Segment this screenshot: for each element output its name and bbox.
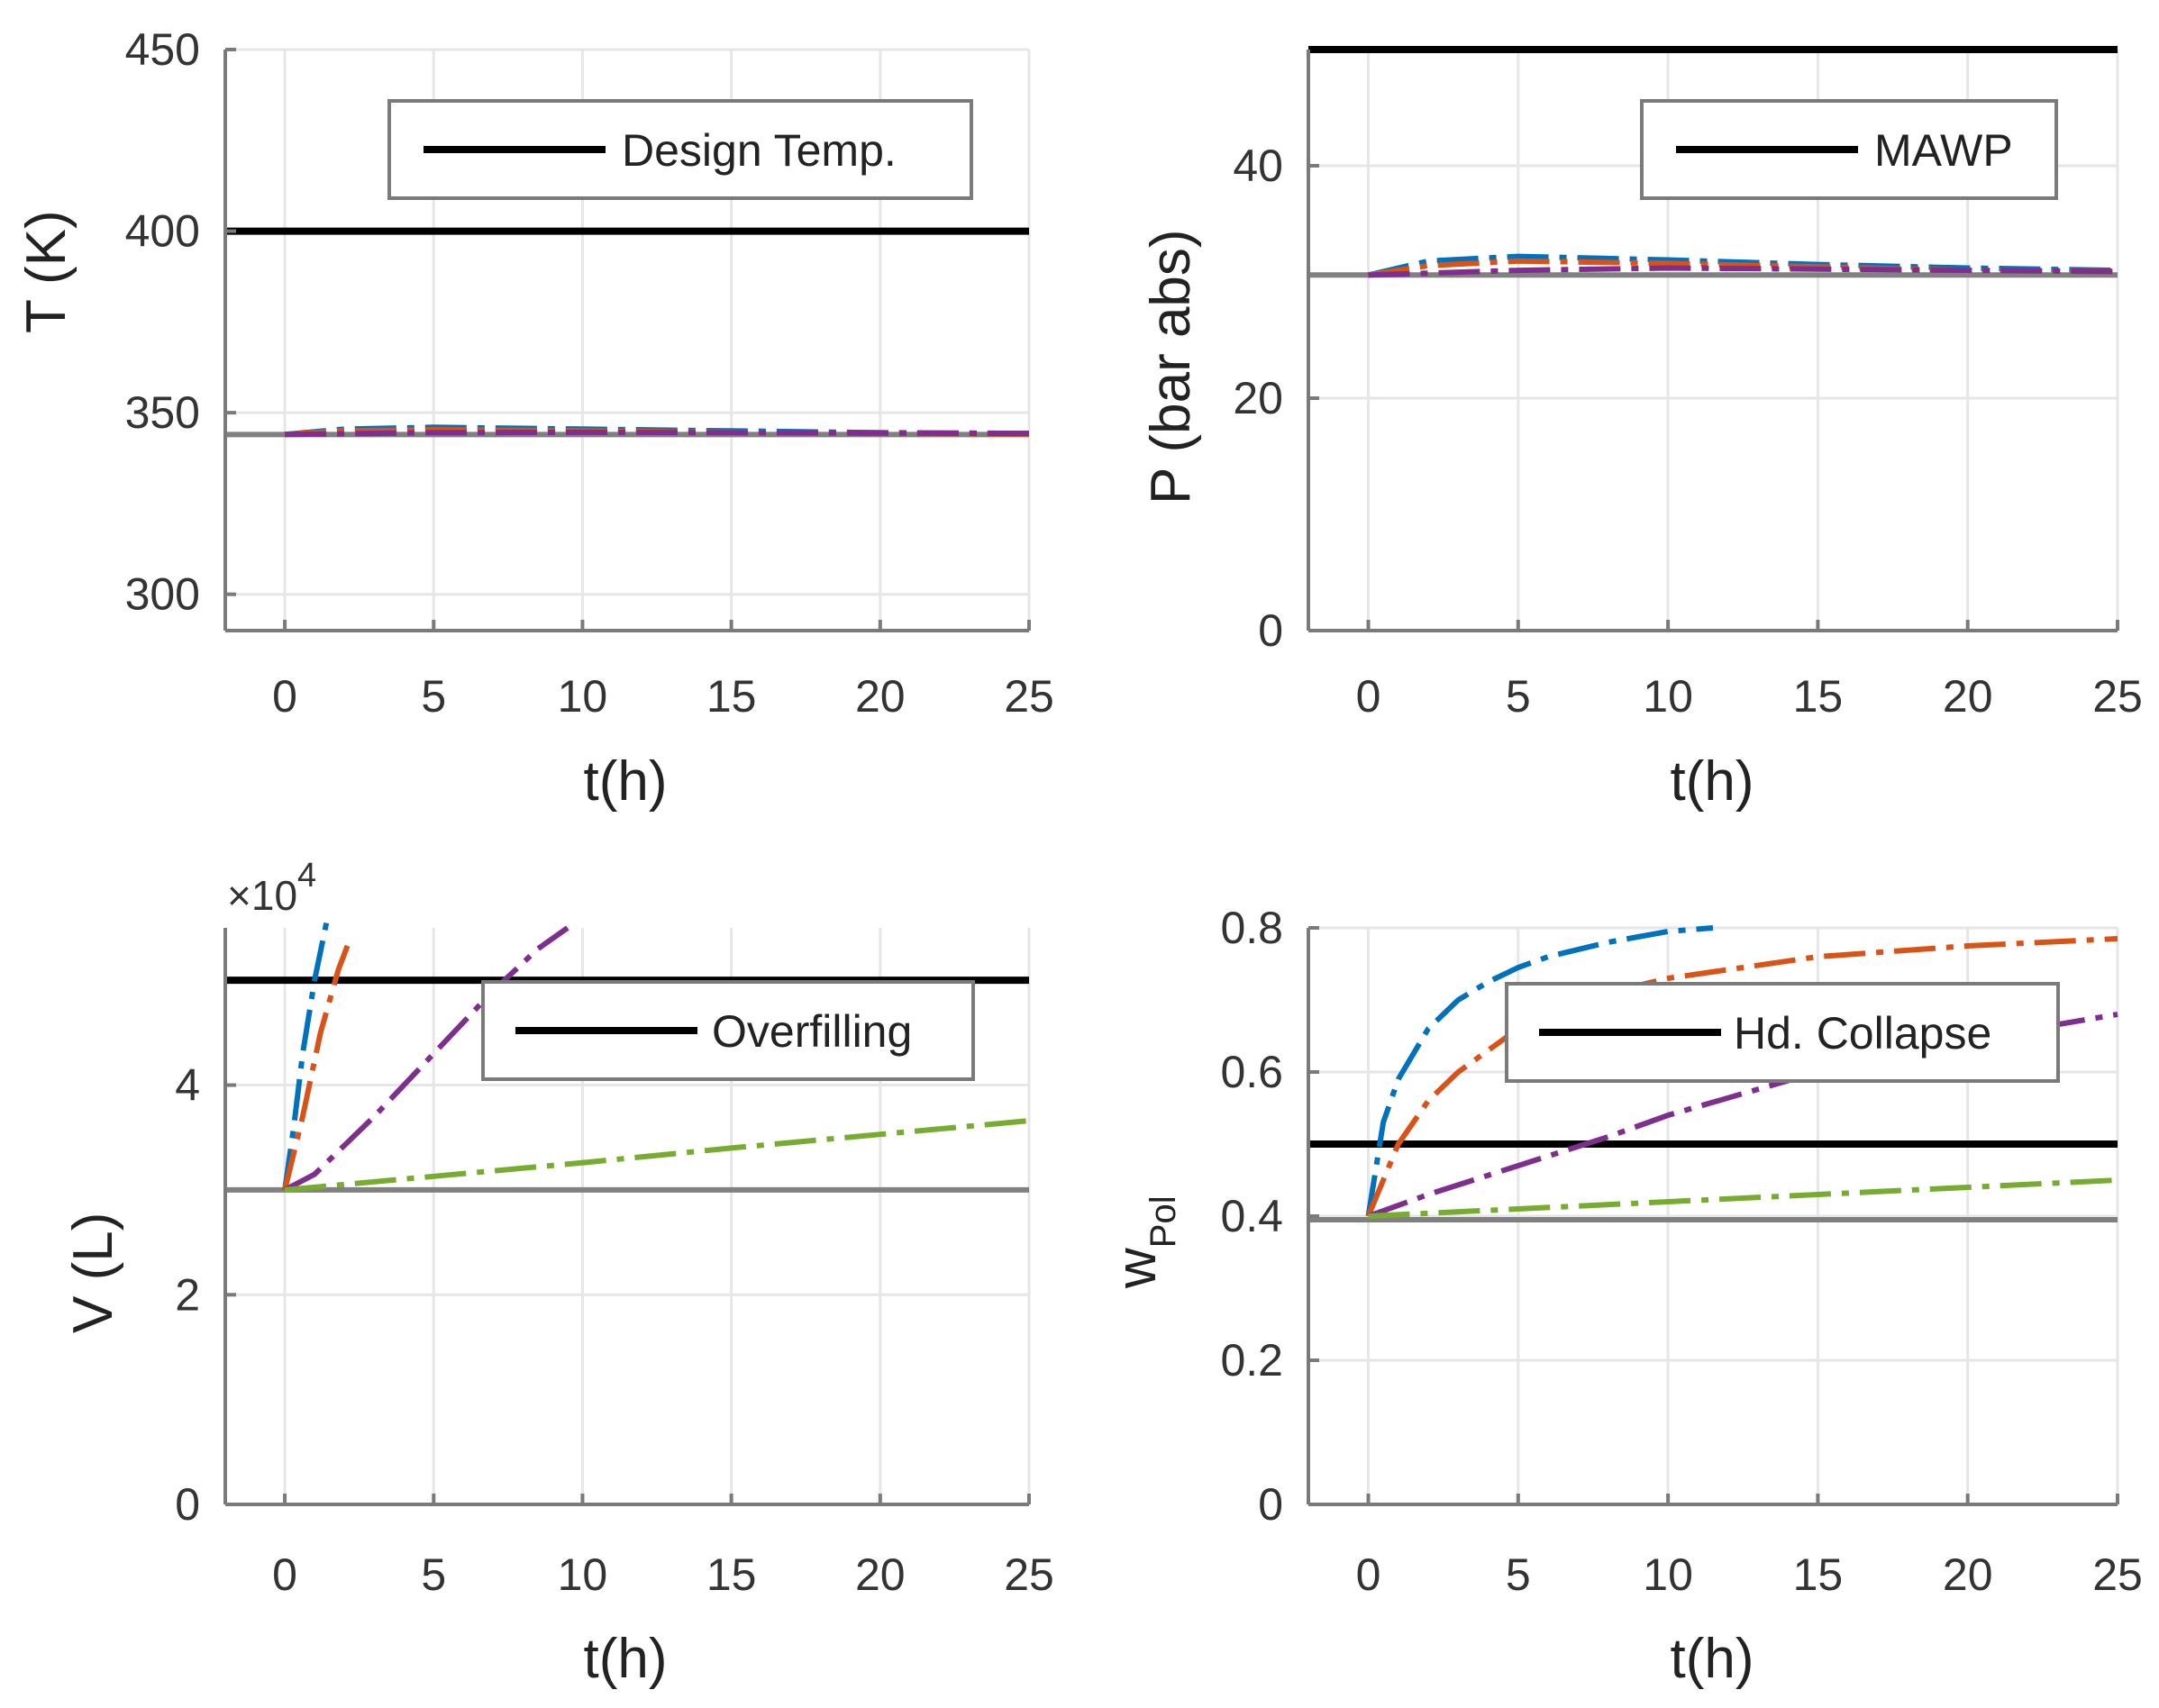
volume-xtick-label-4: 20: [855, 1549, 906, 1600]
volume-series-green: [284, 1118, 1030, 1193]
temperature-xlabel: t(h): [584, 750, 668, 813]
polymer-fraction-legend: Hd. Collapse: [1505, 982, 2060, 1083]
pressure-xtick-label-2: 10: [1643, 671, 1693, 722]
pressure-ytick-label-2: 40: [1233, 141, 1283, 191]
polymer-fraction-xtick-label-2: 10: [1643, 1549, 1693, 1600]
pressure-xtick-label-3: 15: [1793, 671, 1844, 722]
volume-multiplier-exponent: 4: [297, 857, 316, 895]
polymer-fraction-xtick-label-3: 15: [1793, 1549, 1844, 1600]
pressure-plot: 0 5 10 15 20 25 0 20 40 MAWP P (bar abs) t(h): [1140, 46, 2143, 813]
volume-series-blue: [282, 922, 330, 1191]
temperature-ytick-label-2: 400: [125, 206, 200, 257]
volume-ytick-label-0: 0: [175, 1479, 200, 1530]
pressure-legend: MAWP: [1640, 99, 2058, 200]
polymer-fraction-ylabel-main: w: [1106, 1248, 1168, 1289]
temperature-xtick-label-4: 20: [855, 671, 906, 722]
polymer-fraction-xtick-label-5: 25: [2092, 1549, 2143, 1600]
volume-series-purple: [283, 925, 569, 1193]
volume-multiplier-base: ×10: [227, 872, 297, 919]
temperature-xtick-label-1: 5: [421, 671, 446, 722]
pressure-xtick-label-0: 0: [1356, 671, 1381, 722]
pressure-ytick-label-0: 0: [1258, 605, 1283, 656]
temperature-ylabel: T (K): [15, 210, 77, 333]
polymer-fraction-xtick-label-1: 5: [1506, 1549, 1531, 1600]
pressure-legend-label: MAWP: [1874, 125, 2013, 176]
volume-legend-label: Overfilling: [712, 1006, 912, 1057]
volume-xlabel: t(h): [584, 1628, 668, 1690]
temperature-legend: Design Temp.: [387, 99, 973, 200]
polymer-fraction-ytick-label-1: 0.2: [1220, 1335, 1283, 1385]
temperature-plot: 0 5 10 15 20 25 300 350 400 450 Design Temp. T (K…: [15, 24, 1054, 813]
pressure-xlabel: t(h): [1671, 750, 1754, 813]
polymer-fraction-ylabel-sub: Pol: [1143, 1195, 1183, 1248]
temperature-xtick-label-0: 0: [272, 671, 297, 722]
volume-ytick-label-2: 4: [175, 1060, 200, 1111]
volume-multiplier: ×104: [227, 857, 316, 919]
polymer-fraction-xtick-label-4: 20: [1943, 1549, 1993, 1600]
volume-xtick-label-2: 10: [558, 1549, 608, 1600]
volume-ylabel: V (L): [62, 1213, 124, 1333]
temperature-xtick-label-5: 25: [1004, 671, 1054, 722]
pressure-ylabel: P (bar abs): [1140, 229, 1202, 504]
temperature-series-purple: [285, 429, 1030, 438]
polymer-fraction-legend-label: Hd. Collapse: [1734, 1008, 1991, 1058]
temperature-ytick-label-1: 350: [125, 387, 200, 438]
volume-xtick-label-0: 0: [272, 1549, 297, 1600]
volume-xtick-label-5: 25: [1004, 1549, 1054, 1600]
polymer-fraction-ylabel: wPol: [1106, 1195, 1183, 1289]
temperature-ytick-label-3: 450: [125, 24, 200, 75]
volume-xtick-label-1: 5: [421, 1549, 446, 1600]
polymer-fraction-xtick-label-0: 0: [1356, 1549, 1381, 1600]
volume-ytick-label-1: 2: [175, 1269, 200, 1320]
polymer-fraction-ytick-label-3: 0.6: [1220, 1047, 1283, 1097]
temperature-ytick-label-0: 300: [125, 569, 200, 620]
temperature-legend-label: Design Temp.: [622, 125, 897, 176]
volume-series-orange: [282, 937, 353, 1191]
polymer-fraction-ytick-label-4: 0.8: [1220, 903, 1283, 953]
polymer-fraction-series-green: [1368, 1177, 2118, 1219]
temperature-xtick-label-3: 15: [706, 671, 757, 722]
polymer-fraction-xlabel: t(h): [1671, 1628, 1754, 1690]
volume-xtick-label-3: 15: [706, 1549, 757, 1600]
pressure-xtick-label-1: 5: [1506, 671, 1531, 722]
svg-text:×104: ×104: [227, 857, 316, 919]
pressure-series-purple: [1368, 265, 2118, 278]
volume-legend: Overfilling: [481, 980, 975, 1081]
polymer-fraction-series-blue: [1365, 925, 1714, 1217]
polymer-fraction-plot: 0 5 10 15 20 25 0 0.2 0.4 0.6 0.8 Hd. Collapse wPo…: [1106, 903, 2143, 1690]
pressure-ytick-label-1: 20: [1233, 373, 1283, 423]
pressure-xtick-label-5: 25: [2092, 671, 2143, 722]
pressure-xtick-label-4: 20: [1943, 671, 1993, 722]
polymer-fraction-ytick-label-0: 0: [1258, 1479, 1283, 1530]
polymer-fraction-ytick-label-2: 0.4: [1220, 1191, 1283, 1241]
temperature-xtick-label-2: 10: [558, 671, 608, 722]
